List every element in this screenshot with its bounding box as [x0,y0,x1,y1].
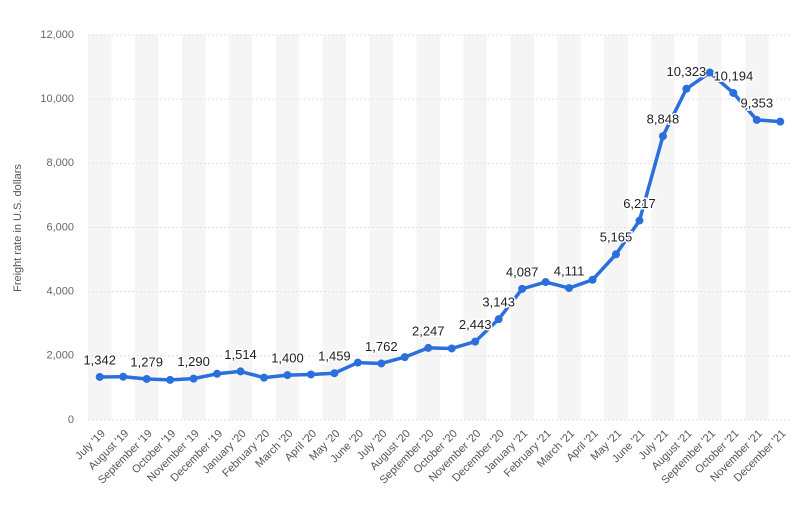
data-label: 1,514 [224,347,257,362]
data-label: 1,290 [177,354,210,369]
column-band [651,35,675,420]
point [119,372,128,381]
point [377,359,386,368]
point [95,372,104,381]
y-tick-label: 12,000 [40,29,74,41]
point [565,284,574,293]
data-label: 3,143 [482,295,515,310]
point [353,358,362,367]
point [612,250,620,259]
data-label: 1,400 [271,351,304,366]
point [142,374,151,383]
point [752,115,761,124]
y-tick-label: 10,000 [40,93,74,105]
point [635,216,644,225]
column-band [322,35,347,420]
column-band [463,35,487,420]
point [400,353,409,362]
point [729,88,738,97]
y-tick-label: 8,000 [46,157,74,169]
point [447,344,456,353]
point [236,367,245,376]
point [705,68,714,77]
point [494,315,503,324]
data-label: 1,459 [318,349,351,364]
y-tick-label: 6,000 [46,221,74,233]
column-band [275,35,300,420]
data-label: 1,342 [83,352,116,367]
data-label: 6,217 [623,196,656,211]
column-band [510,35,534,420]
point [330,369,339,378]
data-label: 5,165 [600,230,633,245]
point [471,337,480,346]
data-label: 4,087 [506,264,539,279]
point [541,278,550,287]
point [166,375,175,384]
data-label: 8,848 [647,112,680,127]
point [682,84,691,93]
point [306,370,315,379]
data-label: 4,111 [554,264,585,279]
data-label: 9,353 [741,95,774,110]
data-label: 2,443 [459,317,492,332]
data-label: 1,279 [130,354,163,369]
y-axis-label: Freight rate in U.S. dollars [12,164,24,292]
point [424,343,433,352]
y-tick-label: 4,000 [46,286,74,298]
point [588,275,597,284]
point [283,371,292,380]
y-tick-label: 2,000 [46,350,74,362]
point [189,374,198,383]
column-band [134,35,159,420]
y-tick-label: 0 [68,414,74,426]
point [213,369,222,378]
point [518,284,527,293]
point [658,132,667,141]
data-label: 2,247 [412,323,445,338]
data-label: 1,762 [365,339,398,354]
data-label: 10,194 [713,68,753,83]
data-label: 10,323 [667,64,707,79]
point [260,373,268,382]
column-band [88,35,112,420]
point [776,117,785,126]
